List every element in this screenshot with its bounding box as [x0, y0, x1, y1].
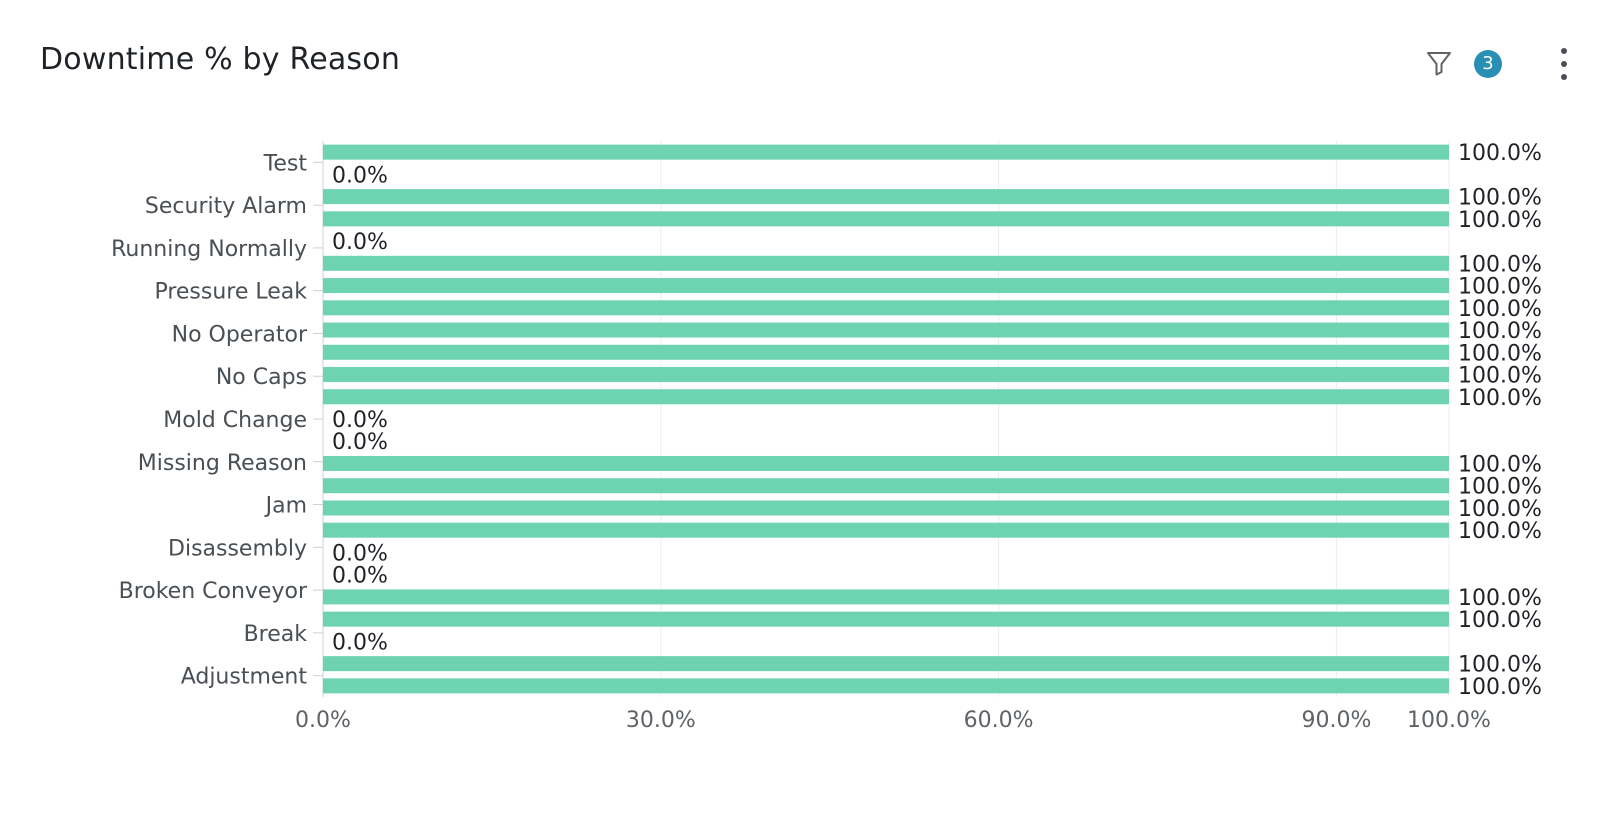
- bar-6[interactable]: [323, 278, 1449, 294]
- filter-icon[interactable]: [1425, 49, 1453, 77]
- category-label-9: Disassembly: [168, 536, 307, 561]
- value-label-22: 0.0%: [332, 630, 388, 655]
- bars: [323, 144, 1449, 694]
- value-label-21: 100.0%: [1458, 608, 1542, 633]
- x-tick-label-0: 0.0%: [295, 708, 351, 733]
- more-vertical-icon[interactable]: [1556, 46, 1572, 82]
- bar-11[interactable]: [323, 389, 1449, 405]
- category-label-10: Broken Conveyor: [119, 579, 308, 604]
- category-label-2: Running Normally: [111, 237, 307, 262]
- x-tick-label-3: 90.0%: [1301, 708, 1371, 733]
- category-label-1: Security Alarm: [145, 194, 307, 219]
- bar-15[interactable]: [323, 478, 1449, 494]
- category-label-7: Missing Reason: [138, 451, 307, 476]
- bar-21[interactable]: [323, 611, 1449, 627]
- value-label-19: 0.0%: [332, 564, 388, 589]
- value-label-12: 0.0%: [332, 408, 388, 433]
- category-label-8: Jam: [264, 494, 307, 519]
- value-label-3: 100.0%: [1458, 208, 1542, 233]
- value-label-10: 100.0%: [1458, 364, 1542, 389]
- bar-9[interactable]: [323, 344, 1449, 360]
- x-tick-label-1: 30.0%: [626, 708, 696, 733]
- bar-17[interactable]: [323, 522, 1449, 538]
- bar-14[interactable]: [323, 455, 1449, 471]
- value-label-23: 100.0%: [1458, 653, 1542, 678]
- value-label-18: 0.0%: [332, 541, 388, 566]
- value-label-17: 100.0%: [1458, 519, 1542, 544]
- bar-16[interactable]: [323, 500, 1449, 516]
- bar-8[interactable]: [323, 322, 1449, 338]
- x-axis-ticks: 0.0% 30.0% 60.0% 90.0% 100.0%: [295, 708, 1491, 733]
- value-label-11: 100.0%: [1458, 386, 1542, 411]
- bar-20[interactable]: [323, 589, 1449, 605]
- value-label-8: 100.0%: [1458, 319, 1542, 344]
- category-label-0: Test: [263, 151, 308, 176]
- x-tick-label-4: 100.0%: [1407, 708, 1491, 733]
- bar-2[interactable]: [323, 189, 1449, 205]
- bar-24[interactable]: [323, 678, 1449, 694]
- value-label-9: 100.0%: [1458, 341, 1542, 366]
- category-label-4: No Operator: [172, 322, 308, 347]
- value-label-7: 100.0%: [1458, 297, 1542, 322]
- category-label-3: Pressure Leak: [154, 280, 307, 305]
- value-label-20: 100.0%: [1458, 586, 1542, 611]
- category-label-12: Adjustment: [181, 665, 308, 690]
- category-label-6: Mold Change: [163, 408, 307, 433]
- filter-count-badge[interactable]: 3: [1474, 50, 1502, 78]
- bar-7[interactable]: [323, 300, 1449, 316]
- bar-0[interactable]: [323, 144, 1449, 160]
- bar-23[interactable]: [323, 656, 1449, 672]
- value-labels: 100.0%0.0%100.0%100.0%0.0%100.0%100.0%10…: [332, 141, 1542, 700]
- value-label-13: 0.0%: [332, 430, 388, 455]
- value-label-24: 100.0%: [1458, 675, 1542, 700]
- value-label-16: 100.0%: [1458, 497, 1542, 522]
- x-tick-label-2: 60.0%: [964, 708, 1034, 733]
- value-label-5: 100.0%: [1458, 252, 1542, 277]
- value-label-6: 100.0%: [1458, 275, 1542, 300]
- value-label-4: 0.0%: [332, 230, 388, 255]
- category-labels: Test Security Alarm Running Normally Pressu…: [111, 151, 323, 690]
- category-label-5: No Caps: [216, 365, 307, 390]
- chart-title: Downtime % by Reason: [40, 42, 401, 77]
- bar-3[interactable]: [323, 211, 1449, 227]
- bar-5[interactable]: [323, 255, 1449, 271]
- bar-10[interactable]: [323, 367, 1449, 383]
- value-label-15: 100.0%: [1458, 475, 1542, 500]
- value-label-1: 0.0%: [332, 163, 388, 188]
- value-label-0: 100.0%: [1458, 141, 1542, 166]
- category-label-11: Break: [244, 622, 308, 647]
- value-label-14: 100.0%: [1458, 452, 1542, 477]
- value-label-2: 100.0%: [1458, 186, 1542, 211]
